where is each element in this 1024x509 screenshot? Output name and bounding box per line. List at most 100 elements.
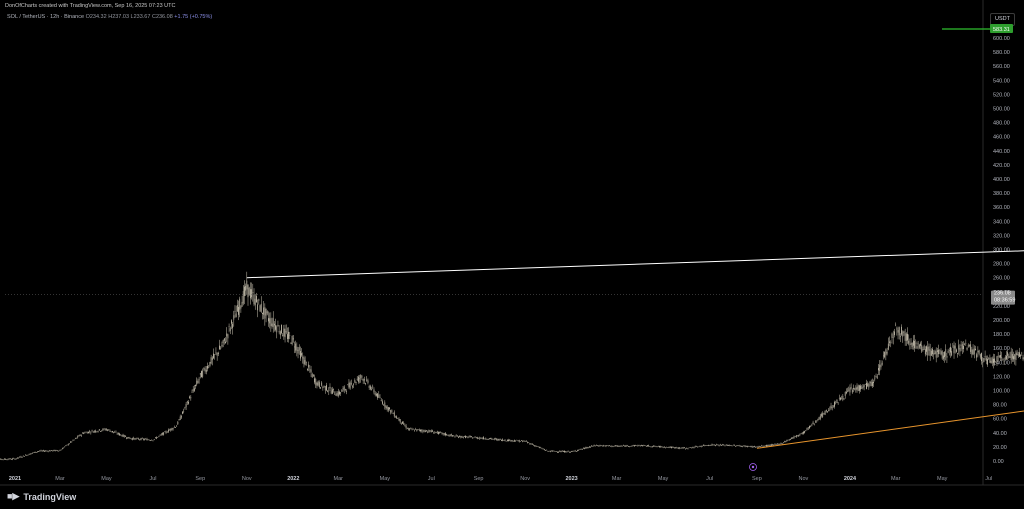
candle-body — [1007, 352, 1009, 356]
symbol-legend: SOL / TetherUS · 12h · Binance O234.32 H… — [7, 14, 212, 20]
candle-body — [736, 445, 738, 447]
candle-body — [967, 344, 969, 347]
candle-body — [176, 426, 178, 427]
candle-body — [398, 418, 400, 421]
candle-body — [3, 458, 5, 460]
candle-body — [695, 446, 697, 447]
price-tick-label: 220.00 — [993, 304, 1010, 310]
candle-body — [96, 431, 98, 433]
candle-body — [481, 438, 483, 439]
candle-body — [429, 430, 431, 432]
time-tick-label: Sep — [752, 476, 762, 482]
time-tick-label: Sep — [195, 476, 205, 482]
candle-body — [378, 394, 380, 398]
candle-body — [307, 368, 308, 370]
tradingview-brand[interactable]: ■▶ TradingView — [7, 491, 76, 502]
candle-body — [231, 320, 232, 324]
candle-body — [1008, 355, 1010, 358]
candle-body — [547, 451, 549, 452]
candle-body — [320, 387, 321, 389]
candle-body — [94, 430, 95, 432]
open-value: O234.32 — [85, 14, 107, 20]
candle-body — [815, 421, 816, 423]
candle-body — [911, 342, 913, 347]
price-tick-label: 320.00 — [993, 233, 1010, 239]
candle-body — [228, 326, 230, 327]
time-tick-label: May — [101, 476, 112, 482]
candle-body — [182, 411, 183, 414]
candle-body — [784, 441, 785, 443]
candle-body — [510, 440, 512, 442]
candle-body — [390, 410, 392, 413]
candle-body — [932, 349, 933, 355]
candle-body — [282, 335, 284, 337]
candle-body — [128, 436, 130, 439]
candle-body — [448, 434, 450, 436]
candle-body — [867, 383, 869, 387]
candle-body — [927, 346, 929, 356]
candle-body — [498, 438, 500, 441]
candle-body — [713, 444, 715, 446]
candle-body — [964, 344, 966, 345]
candle-body — [827, 411, 828, 413]
candle-body — [866, 382, 867, 389]
candle-body — [575, 451, 577, 452]
candle-body — [32, 452, 34, 454]
candle-body — [226, 333, 228, 337]
candle-body — [612, 446, 614, 447]
candle-body — [506, 439, 508, 441]
candle-body — [747, 446, 748, 447]
candle-body — [274, 323, 275, 326]
candle-body — [225, 341, 226, 344]
candle-body — [438, 431, 439, 435]
candle-body — [512, 440, 514, 442]
candle-body — [333, 388, 334, 390]
candle-body — [767, 444, 769, 447]
candle-body — [486, 439, 488, 440]
candle-body — [800, 433, 802, 435]
candle-body — [883, 355, 884, 357]
candle-body — [203, 367, 205, 370]
candle-body — [1022, 357, 1024, 359]
candle-body — [981, 353, 982, 362]
candle-body — [926, 346, 927, 352]
candle-body — [478, 437, 479, 439]
candle-body — [297, 349, 299, 354]
candle-body — [503, 440, 505, 441]
candle-body — [594, 445, 596, 447]
candle-body — [379, 397, 381, 398]
candle-body — [144, 439, 145, 440]
candle-body — [153, 439, 155, 440]
candle-body — [404, 425, 406, 426]
symbol-name[interactable]: SOL / TetherUS · 12h · Binance — [7, 14, 85, 20]
candle-body — [107, 429, 109, 431]
candle-body — [499, 439, 501, 440]
candle-body — [951, 351, 953, 356]
candle-body — [216, 352, 218, 356]
candle-body — [804, 430, 806, 433]
candle-body — [889, 341, 890, 343]
candle-body — [400, 422, 402, 424]
candle-body — [592, 445, 594, 447]
candle-body — [159, 434, 161, 436]
candle-body — [160, 434, 162, 435]
candle-body — [1000, 355, 1001, 358]
candle-body — [897, 330, 899, 333]
candle-body — [84, 432, 86, 434]
candle-body — [403, 422, 405, 425]
candle-body — [686, 447, 688, 449]
candle-body — [668, 447, 670, 448]
candle-body — [878, 368, 879, 371]
candle-body — [382, 401, 383, 404]
candle-body — [240, 306, 242, 309]
candle-body — [821, 414, 822, 416]
candle-body — [722, 444, 724, 446]
candle-body — [950, 347, 951, 353]
candle-body — [597, 445, 599, 447]
candle-body — [741, 445, 742, 447]
candle-body — [834, 401, 835, 407]
candle-body — [260, 303, 262, 312]
candle-body — [572, 451, 574, 452]
candle-body — [317, 381, 319, 386]
